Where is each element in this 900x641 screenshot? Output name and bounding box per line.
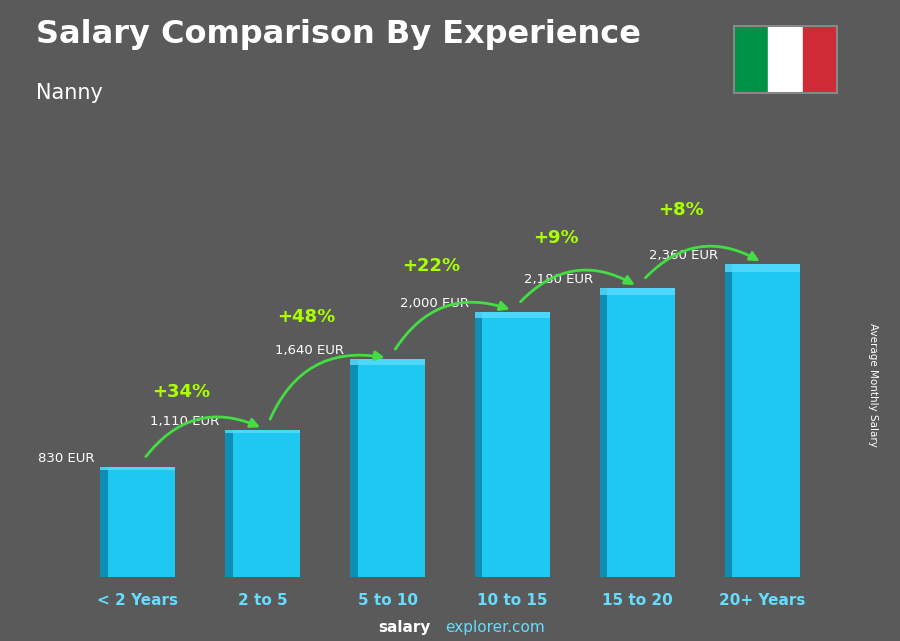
Bar xyxy=(599,288,608,577)
Text: Average Monthly Salary: Average Monthly Salary xyxy=(868,322,878,447)
Bar xyxy=(350,360,425,577)
Text: +34%: +34% xyxy=(152,383,211,401)
Text: 2,000 EUR: 2,000 EUR xyxy=(400,297,469,310)
Bar xyxy=(768,26,803,93)
Bar xyxy=(475,312,550,577)
Bar xyxy=(225,429,301,577)
Bar xyxy=(734,26,768,93)
Text: Salary Comparison By Experience: Salary Comparison By Experience xyxy=(36,19,641,50)
Text: +9%: +9% xyxy=(534,229,579,247)
Text: Nanny: Nanny xyxy=(36,83,103,103)
Bar xyxy=(225,429,301,433)
Bar xyxy=(724,264,799,577)
Bar xyxy=(350,360,425,365)
Bar xyxy=(803,26,837,93)
Bar xyxy=(101,467,176,577)
Text: +48%: +48% xyxy=(277,308,336,326)
Bar xyxy=(475,312,550,319)
Bar xyxy=(599,288,675,577)
Bar xyxy=(101,467,176,470)
Text: 1,110 EUR: 1,110 EUR xyxy=(149,415,219,428)
Text: 2,180 EUR: 2,180 EUR xyxy=(525,273,594,286)
Text: 1,640 EUR: 1,640 EUR xyxy=(274,344,344,358)
Bar xyxy=(101,467,108,577)
Text: 2,360 EUR: 2,360 EUR xyxy=(649,249,718,262)
Bar xyxy=(350,360,357,577)
Bar xyxy=(225,429,233,577)
Text: +8%: +8% xyxy=(658,201,704,219)
Text: 830 EUR: 830 EUR xyxy=(38,452,94,465)
Text: explorer.com: explorer.com xyxy=(446,620,545,635)
Bar xyxy=(724,264,799,272)
Bar xyxy=(724,264,732,577)
Bar xyxy=(475,312,482,577)
Text: salary: salary xyxy=(378,620,430,635)
Bar xyxy=(599,288,675,295)
Text: +22%: +22% xyxy=(402,256,460,274)
